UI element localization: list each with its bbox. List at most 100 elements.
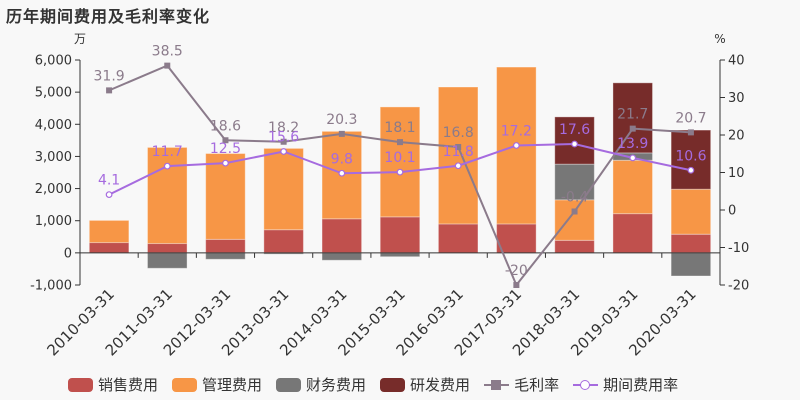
data-label: 4.1 bbox=[98, 173, 120, 189]
bar-segment bbox=[670, 129, 712, 190]
legend-label: 期间费用率 bbox=[603, 376, 679, 394]
right-axis-unit: % bbox=[714, 32, 725, 46]
circle-marker-icon bbox=[222, 159, 229, 167]
bar-segment bbox=[612, 82, 654, 154]
right-axis-tick-label: 30 bbox=[728, 91, 745, 106]
bar-segment bbox=[88, 219, 130, 244]
circle-marker-icon bbox=[105, 191, 113, 199]
circle-marker-icon bbox=[629, 154, 637, 162]
data-label: 11.7 bbox=[152, 144, 183, 160]
legend-item[interactable]: 财务费用 bbox=[276, 374, 366, 395]
bar-segment bbox=[612, 159, 654, 215]
data-label: 31.9 bbox=[94, 68, 125, 84]
bar-segment bbox=[263, 229, 304, 254]
data-label: 12.5 bbox=[210, 141, 241, 157]
bar-segment bbox=[437, 223, 479, 254]
bar-segment bbox=[146, 252, 188, 269]
left-axis-unit: 万 bbox=[74, 32, 86, 46]
right-axis-tick-label: 0 bbox=[728, 204, 736, 219]
circle-marker-icon bbox=[338, 169, 346, 177]
circle-marker-icon bbox=[280, 148, 288, 155]
left-axis-tick-label: 5,000 bbox=[35, 86, 72, 101]
legend-item[interactable]: 管理费用 bbox=[172, 374, 262, 395]
bar-segment bbox=[554, 116, 595, 165]
square-marker-icon bbox=[571, 208, 578, 215]
legend-item[interactable]: 销售费用 bbox=[68, 374, 158, 395]
data-label: -0.4 bbox=[561, 190, 588, 206]
data-label: 38.5 bbox=[152, 44, 183, 60]
right-axis-tick-label: 10 bbox=[728, 166, 745, 181]
chart-title: 历年期间费用及毛利率变化 bbox=[6, 7, 211, 26]
data-label: 16.8 bbox=[443, 125, 474, 141]
bar-segment bbox=[437, 86, 479, 225]
circle-marker-icon bbox=[163, 162, 171, 170]
data-label: 10.1 bbox=[384, 150, 415, 166]
bar-segment bbox=[379, 216, 421, 254]
square-marker-icon bbox=[338, 130, 345, 137]
left-axis-tick-label: 6,000 bbox=[35, 54, 72, 69]
bar-segment bbox=[321, 252, 363, 261]
legend-label: 研发费用 bbox=[410, 376, 471, 394]
left-axis-tick-label: 0 bbox=[64, 246, 72, 261]
bar-segment bbox=[146, 243, 188, 254]
data-label: 15.6 bbox=[268, 130, 299, 146]
legend-circle-line-icon bbox=[573, 378, 599, 392]
square-marker-icon bbox=[629, 125, 636, 132]
circle-marker-icon bbox=[396, 168, 404, 176]
legend-label: 销售费用 bbox=[98, 376, 159, 394]
bar-segment bbox=[496, 223, 537, 254]
square-marker-icon bbox=[513, 282, 520, 288]
left-axis-tick-label: 1,000 bbox=[35, 214, 72, 229]
data-label: 18.6 bbox=[210, 118, 241, 134]
square-marker-icon bbox=[687, 129, 694, 136]
data-label: 17.6 bbox=[559, 122, 590, 138]
bar-segment bbox=[321, 218, 363, 254]
legend-label: 财务费用 bbox=[306, 376, 367, 394]
legend-item[interactable]: 研发费用 bbox=[380, 374, 470, 395]
legend-label: 管理费用 bbox=[202, 376, 263, 394]
legend-swatch-icon bbox=[276, 377, 302, 392]
circle-marker-icon bbox=[687, 166, 695, 174]
square-marker-icon bbox=[222, 137, 229, 144]
square-marker-icon bbox=[280, 138, 287, 145]
bar-segment bbox=[146, 146, 188, 245]
right-axis-tick-label: -20 bbox=[728, 279, 749, 294]
legend: 销售费用 管理费用 财务费用 研发费用 毛利率 期间费用率 bbox=[68, 374, 692, 395]
data-label: 17.2 bbox=[501, 124, 532, 140]
legend-square-line-icon bbox=[484, 378, 510, 392]
left-axis-tick-label: 4,000 bbox=[35, 118, 72, 133]
left-axis-tick-label: -1,000 bbox=[30, 279, 72, 294]
square-marker-icon bbox=[455, 144, 462, 150]
bar-segment bbox=[670, 252, 712, 277]
data-label: 21.7 bbox=[617, 107, 648, 123]
circle-marker-icon bbox=[454, 162, 462, 170]
bar-segment bbox=[379, 106, 421, 218]
square-marker-icon bbox=[164, 62, 171, 69]
data-label: 10.6 bbox=[675, 148, 706, 164]
bar-segment bbox=[670, 188, 712, 235]
right-axis-tick-label: -10 bbox=[728, 241, 749, 256]
legend-swatch-icon bbox=[68, 377, 93, 392]
data-label: 11.8 bbox=[443, 144, 474, 160]
data-label: 20.3 bbox=[326, 112, 357, 128]
bar-segment bbox=[205, 153, 246, 240]
legend-swatch-icon bbox=[380, 377, 406, 392]
circle-marker-icon bbox=[571, 140, 578, 148]
data-label: 18.1 bbox=[384, 120, 415, 136]
bar-segment bbox=[612, 213, 654, 254]
bar-segment bbox=[88, 242, 130, 254]
legend-swatch-icon bbox=[172, 377, 198, 392]
data-label: 9.8 bbox=[331, 151, 353, 167]
legend-item[interactable]: 期间费用率 bbox=[573, 374, 678, 395]
legend-item[interactable]: 毛利率 bbox=[484, 374, 559, 395]
bar-segment bbox=[205, 252, 246, 260]
data-label: 20.7 bbox=[675, 110, 706, 126]
data-label: 18.2 bbox=[268, 120, 299, 136]
left-axis-tick-label: 2,000 bbox=[35, 182, 72, 197]
data-label: -20 bbox=[505, 263, 528, 279]
right-axis-tick-label: 40 bbox=[728, 54, 745, 69]
circle-marker-icon bbox=[512, 142, 520, 149]
square-marker-icon bbox=[106, 87, 113, 94]
left-axis-tick-label: 3,000 bbox=[35, 150, 72, 165]
